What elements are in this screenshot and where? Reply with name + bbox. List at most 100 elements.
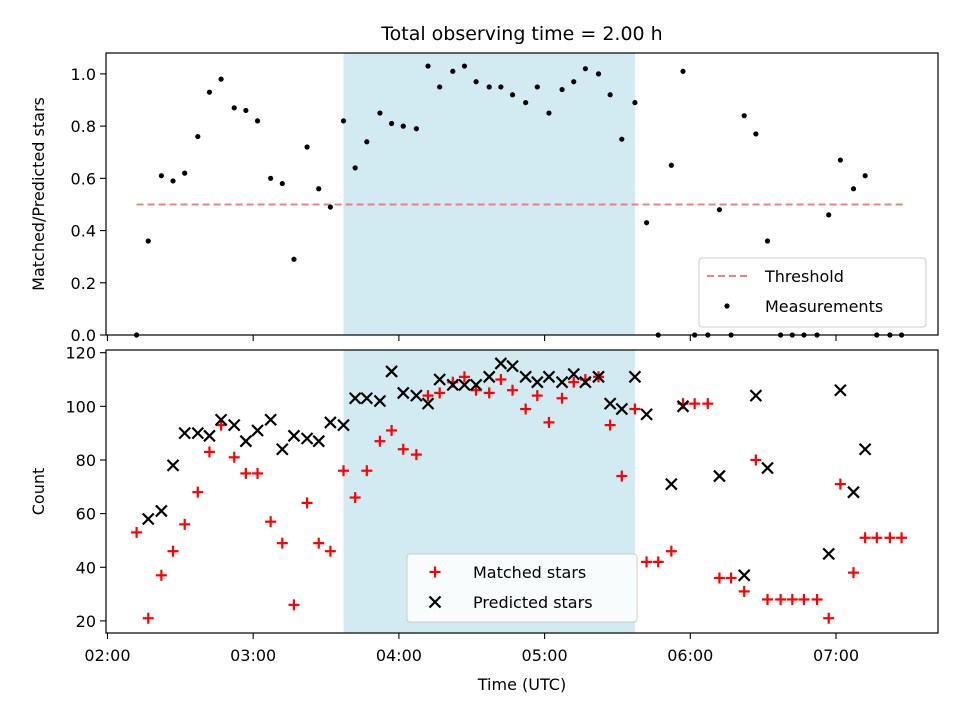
x-point-b [300,432,314,445]
legend-label: Matched stars [473,563,586,582]
plus-point [422,390,434,402]
dot-point [571,79,577,85]
plus-point [203,446,215,458]
plus-point [750,454,762,466]
y-tick-label: 40 [76,558,96,577]
x-point-b [531,375,544,389]
legend-label: Predicted stars [473,593,593,612]
x-point [469,378,483,392]
x-point [482,370,496,384]
x-point-b [749,389,763,402]
dot-point [206,89,213,95]
dot-point-shape [316,186,322,192]
plus-point [374,435,386,447]
dot-point [668,162,674,168]
dot-point-shape [400,123,406,129]
x-point-b [603,397,617,410]
dot-point-shape [254,118,261,124]
dot-point-shape [182,170,188,176]
dot-point-shape [571,79,577,85]
top-y-ticks: 0.0 0.2 0.4 0.6 0.8 1.0 [71,65,106,345]
dot-point-shape [473,79,479,85]
dot-point-shape [509,92,516,98]
x-tick-label: 04:00 [376,646,422,665]
x-point [421,397,435,410]
bottom-legend: Matched stars Predicted stars [406,553,638,623]
x-point [373,394,387,408]
x-point [847,485,860,499]
plus-point [386,424,398,436]
legend-box [406,553,638,623]
dot-point-shape [145,238,151,244]
x-point [458,378,471,392]
plus-point [629,403,641,415]
x-point-b [834,383,847,397]
dot-point-shape [837,157,843,163]
plus-point [276,537,288,549]
dot-point [680,68,686,74]
bottom-axes-frame [105,349,939,634]
x-point [324,416,337,429]
plus-point [265,516,277,528]
plus-point [458,371,470,383]
bottom-y-ticks: 20 40 60 80 100 120 [65,344,106,631]
dot-point [377,110,383,116]
bottom-plot-area [131,357,908,624]
dot-point-shape [498,84,504,90]
x-axis-label: Time (UTC) [477,675,566,694]
legend-label: Threshold [764,267,844,286]
x-point-b [410,389,423,402]
x-tick-label: 03:00 [230,646,276,665]
plus-point [568,376,580,388]
dot-point [254,118,261,124]
y-tick-label: 120 [65,344,96,363]
plus-point [252,467,264,479]
dot-point [559,86,565,93]
dot-point [826,212,832,218]
plus-point [155,569,167,581]
x-point-b [239,434,253,448]
dot-point [340,118,347,124]
dot-point-shape [170,178,176,184]
x-point [337,418,350,432]
plus-point [616,470,628,482]
dot-point-shape [680,68,686,74]
dot-point [304,144,310,150]
dot-point [546,110,552,116]
plus-point [834,478,846,490]
dot-point-shape [279,180,285,187]
x-point-b [458,378,471,392]
dot-point [400,123,406,129]
x-point-b [822,547,835,561]
x-point [191,426,205,440]
dot-point [534,84,540,90]
x-point [251,424,264,437]
dot-point [850,186,857,192]
dot-point-shape [523,100,529,106]
plus-point [131,526,143,538]
x-point-b [858,442,872,456]
y-tick-label: 1.0 [71,65,96,84]
dot-point [158,173,164,179]
x-point-b [555,375,569,389]
x-point [203,429,216,443]
dot-point-shape [559,86,565,93]
x-point-b [713,469,726,483]
dot-point-shape [486,84,492,90]
plus-point [142,612,154,624]
x-point [519,370,532,384]
plus-point [167,545,179,557]
dot-point-shape [753,131,759,137]
x-point-b [312,434,326,448]
dot-point-shape [582,66,588,72]
dot-point-shape [243,107,249,114]
dot-point [486,84,492,90]
x-point-b [542,370,556,384]
legend-plus-swatch [429,566,441,578]
x-point-b [385,365,398,378]
top-x-ticks [106,335,837,341]
plus-point [641,556,653,568]
x-point [579,375,592,389]
x-point-b [469,378,483,392]
plus-point [313,537,325,549]
